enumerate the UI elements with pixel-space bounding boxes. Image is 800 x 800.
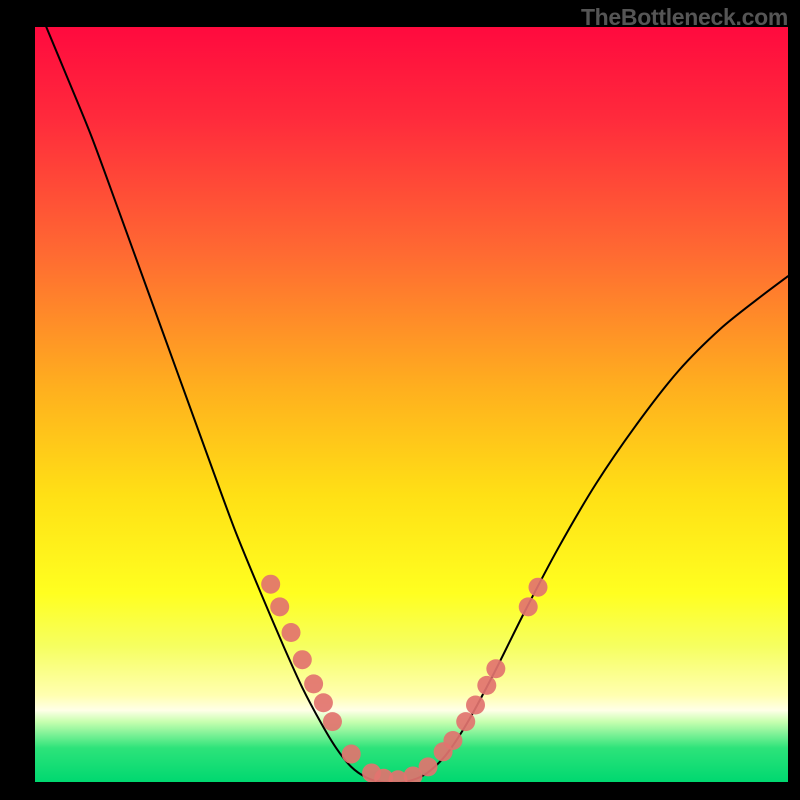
data-marker — [529, 578, 548, 597]
data-marker — [519, 597, 538, 616]
data-marker — [466, 695, 485, 714]
chart-container: TheBottleneck.com — [0, 0, 800, 800]
data-marker — [304, 674, 323, 693]
data-marker — [282, 623, 301, 642]
bottleneck-curve-chart — [35, 27, 788, 782]
data-marker — [261, 575, 280, 594]
data-marker — [270, 597, 289, 616]
data-marker — [293, 650, 312, 669]
data-marker — [443, 731, 462, 750]
data-marker — [342, 745, 361, 764]
data-marker — [456, 712, 475, 731]
data-marker — [323, 712, 342, 731]
data-marker — [314, 693, 333, 712]
data-marker — [419, 757, 438, 776]
data-marker — [486, 659, 505, 678]
data-marker — [477, 676, 496, 695]
plot-background — [35, 27, 788, 782]
